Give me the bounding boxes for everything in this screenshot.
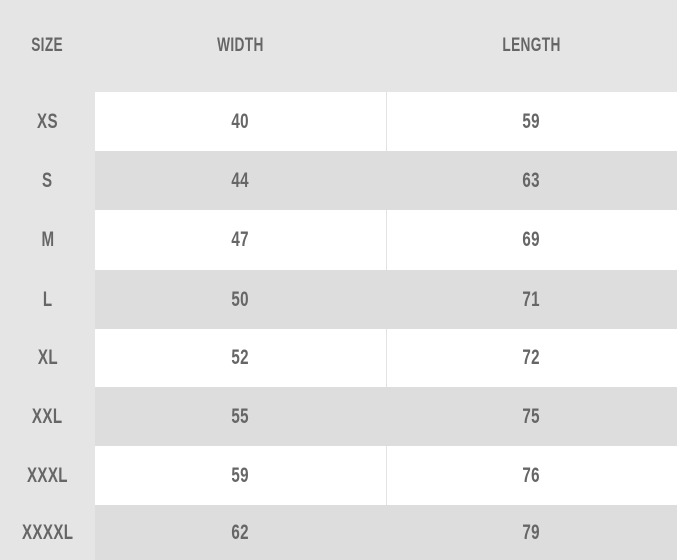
width-cell: 50: [95, 270, 386, 329]
size-cell: XXXL: [0, 446, 95, 505]
size-cell: XXL: [0, 387, 95, 446]
size-value: XS: [37, 109, 58, 133]
width-cell: 59: [95, 446, 386, 505]
length-value: 59: [522, 109, 541, 133]
table-row: M 47 69: [0, 210, 677, 270]
length-value: 76: [522, 463, 541, 487]
width-cell: 47: [95, 210, 386, 270]
row-background: [95, 151, 677, 210]
length-cell: 79: [386, 505, 677, 560]
length-cell: 63: [386, 151, 677, 210]
length-cell: 69: [386, 210, 677, 270]
width-value: 59: [231, 463, 250, 487]
row-background: [95, 505, 677, 560]
column-divider: [386, 92, 387, 151]
width-cell: 52: [95, 329, 386, 387]
size-table-header: SIZE WIDTH LENGTH: [0, 0, 677, 92]
table-row: XXL 55 75: [0, 387, 677, 446]
width-cell: 62: [95, 505, 386, 560]
length-value: 75: [522, 404, 541, 428]
size-cell: XL: [0, 329, 95, 387]
width-value: 52: [231, 346, 250, 369]
size-value: XXXL: [27, 463, 68, 487]
size-cell: XS: [0, 92, 95, 151]
column-divider: [386, 446, 387, 505]
row-background: [95, 270, 677, 329]
width-value: 55: [231, 404, 250, 428]
header-length: LENGTH: [386, 0, 677, 92]
header-size-label: SIZE: [31, 35, 64, 56]
width-cell: 44: [95, 151, 386, 210]
table-row: XXXL 59 76: [0, 446, 677, 505]
size-cell: L: [0, 270, 95, 329]
header-width: WIDTH: [95, 0, 386, 92]
size-cell: S: [0, 151, 95, 210]
size-value: XXL: [32, 404, 63, 428]
size-value: M: [41, 228, 54, 251]
size-cell: M: [0, 210, 95, 270]
width-value: 47: [231, 228, 250, 251]
table-row: S 44 63: [0, 151, 677, 210]
column-divider: [386, 329, 387, 387]
size-cell: XXXXL: [0, 505, 95, 560]
width-value: 50: [231, 287, 250, 311]
size-value: L: [42, 287, 53, 311]
length-value: 63: [522, 168, 541, 192]
length-value: 69: [522, 228, 541, 251]
width-value: 62: [231, 520, 250, 544]
length-cell: 75: [386, 387, 677, 446]
size-value: XL: [37, 346, 58, 369]
table-row: XL 52 72: [0, 329, 677, 387]
length-cell: 59: [386, 92, 677, 151]
length-cell: 72: [386, 329, 677, 387]
width-cell: 40: [95, 92, 386, 151]
length-value: 79: [522, 520, 541, 544]
header-length-label: LENGTH: [502, 35, 561, 56]
size-value: XXXXL: [21, 520, 74, 544]
row-background: [95, 387, 677, 446]
column-divider: [386, 210, 387, 270]
table-row: XXXXL 62 79: [0, 505, 677, 560]
width-value: 44: [231, 168, 250, 192]
header-size: SIZE: [0, 0, 95, 92]
length-value: 71: [522, 287, 541, 311]
length-cell: 71: [386, 270, 677, 329]
width-cell: 55: [95, 387, 386, 446]
width-value: 40: [231, 109, 250, 133]
table-row: XS 40 59: [0, 92, 677, 151]
length-cell: 76: [386, 446, 677, 505]
length-value: 72: [522, 346, 541, 369]
table-row: L 50 71: [0, 270, 677, 329]
header-width-label: WIDTH: [217, 35, 264, 56]
size-value: S: [42, 168, 53, 192]
